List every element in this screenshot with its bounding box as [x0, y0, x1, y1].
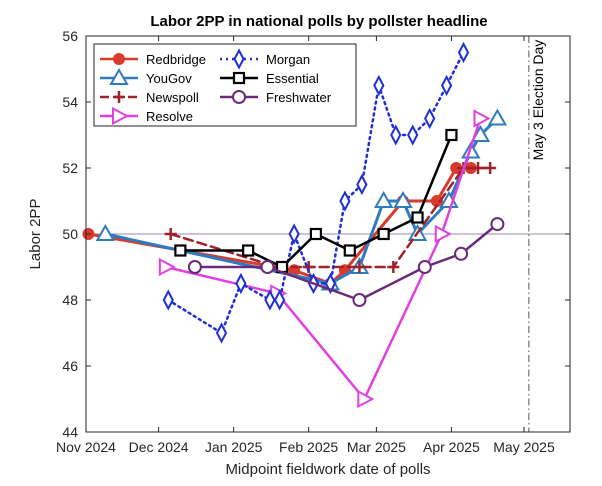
point-newspoll — [472, 162, 485, 174]
x-axis-label: Midpoint fieldwork date of polls — [225, 461, 430, 478]
y-tick-label: 50 — [62, 226, 78, 242]
x-tick-label: Nov 2024 — [56, 439, 116, 455]
point-morgan — [457, 41, 470, 64]
legend-swatch-marker — [113, 91, 125, 103]
legend-swatch-marker — [113, 53, 125, 65]
point-freshwater — [352, 293, 367, 307]
legend-entry-morgan: Morgan — [220, 48, 310, 70]
point-essential — [309, 227, 322, 241]
x-tick-label: Mar 2025 — [347, 439, 406, 455]
point-freshwater — [260, 260, 275, 274]
legend-entry-essential: Essential — [220, 71, 319, 86]
point-morgan — [273, 289, 286, 311]
x-tick-label: Jan 2025 — [205, 439, 263, 455]
legend-entry-redbridge: Redbridge — [100, 52, 206, 67]
legend-label: Newspoll — [146, 90, 199, 105]
point-newspoll — [387, 261, 400, 273]
point-essential — [377, 227, 390, 241]
point-resolve — [473, 109, 491, 128]
legend-swatch-marker — [112, 106, 130, 126]
election-day-label: May 3 Election Day — [530, 40, 546, 161]
point-resolve — [357, 389, 375, 409]
y-tick-label: 56 — [62, 28, 78, 44]
series-freshwater — [187, 217, 505, 307]
legend-swatch-marker — [109, 67, 129, 85]
point-morgan — [288, 223, 300, 245]
legend-entry-newspoll: Newspoll — [100, 90, 199, 105]
legend: Redbridge YouGov Newspoll Resolve Morgan Esse… — [93, 43, 357, 127]
series-essential — [174, 128, 458, 274]
point-morgan — [162, 289, 174, 311]
point-freshwater — [454, 246, 469, 261]
y-tick-label: 52 — [62, 160, 78, 176]
x-tick-label: Dec 2024 — [129, 439, 189, 455]
point-yougov — [95, 223, 116, 241]
point-essential — [445, 128, 458, 142]
point-morgan — [390, 124, 402, 146]
annotation-layer: May 3 Election Day — [530, 40, 546, 161]
series-line-morgan — [167, 51, 465, 335]
legend-label: Freshwater — [266, 90, 332, 105]
point-morgan — [424, 107, 436, 130]
legend-entry-resolve: Resolve — [100, 106, 193, 126]
legend-entry-freshwater: Freshwater — [220, 90, 332, 105]
point-yougov — [487, 108, 508, 126]
point-freshwater — [187, 260, 202, 274]
legend-label: Morgan — [266, 52, 310, 67]
legend-swatch-marker — [232, 71, 246, 85]
point-essential — [411, 211, 424, 224]
x-tick-label: Feb 2025 — [279, 439, 338, 455]
point-morgan — [264, 289, 276, 311]
point-essential — [242, 244, 255, 257]
y-tick-label: 54 — [62, 94, 78, 110]
series-morgan — [162, 41, 470, 344]
point-newspoll — [164, 228, 177, 240]
legend-box — [93, 43, 357, 127]
legend-label: YouGov — [146, 71, 192, 86]
series-layer — [82, 41, 508, 409]
point-newspoll — [484, 162, 497, 174]
point-essential — [174, 244, 187, 257]
point-morgan — [215, 322, 228, 344]
point-morgan — [440, 74, 453, 97]
y-tick-label: 46 — [62, 358, 78, 374]
legend-label: Redbridge — [146, 52, 206, 67]
series-line-freshwater — [193, 222, 499, 302]
point-freshwater — [417, 260, 432, 274]
point-newspoll — [353, 261, 366, 273]
point-morgan — [407, 124, 419, 146]
point-morgan — [235, 272, 247, 295]
y-tick-label: 48 — [62, 292, 78, 308]
x-tick-label: May 2025 — [493, 439, 555, 455]
legend-swatch-marker — [232, 90, 246, 104]
point-morgan — [339, 190, 351, 212]
chart-title: Labor 2PP in national polls by pollster … — [150, 13, 487, 30]
point-resolve — [434, 224, 452, 244]
x-tick-label: Apr 2025 — [423, 439, 480, 455]
point-morgan — [373, 74, 385, 97]
tick-layer: Nov 2024 Dec 2024 Jan 2025 Feb 2025 Mar 2025… — [56, 28, 570, 455]
legend-label: Resolve — [146, 109, 193, 124]
legend-swatch-marker — [233, 48, 245, 70]
point-freshwater — [490, 217, 505, 232]
legend-label: Essential — [266, 71, 319, 86]
point-essential — [343, 244, 356, 257]
point-yougov — [373, 190, 394, 208]
y-axis-label: Labor 2PP — [27, 199, 44, 270]
series-line-yougov — [103, 117, 499, 285]
point-yougov — [393, 190, 413, 208]
point-morgan — [356, 173, 368, 196]
legend-entry-yougov: YouGov — [100, 67, 192, 86]
point-resolve — [158, 257, 176, 277]
y-tick-label: 44 — [62, 424, 78, 440]
series-line-redbridge — [86, 166, 473, 285]
